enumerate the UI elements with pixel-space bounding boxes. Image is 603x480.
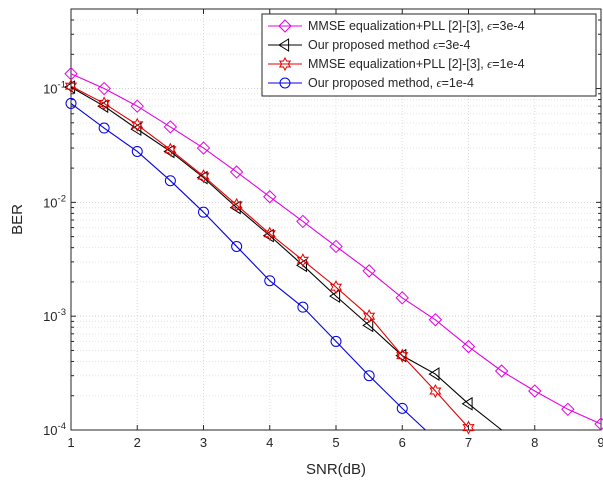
data-point bbox=[362, 309, 376, 324]
data-point bbox=[329, 280, 343, 295]
data-point bbox=[130, 122, 142, 137]
data-point bbox=[428, 313, 443, 327]
data-point bbox=[330, 335, 342, 347]
x-tick-label: 3 bbox=[200, 435, 207, 450]
y-tick-label: 10-2 bbox=[43, 193, 66, 210]
axis-ticks: 1 2 3 4 5 6 7 8 9 10-1 10-2 10-3 10-4 bbox=[43, 8, 603, 450]
series-path bbox=[70, 102, 426, 431]
data-point bbox=[329, 289, 341, 304]
y-tick-label: 10-3 bbox=[43, 307, 66, 324]
legend: MMSE equalization+PLL [2]-[3], ϵ=3e-4 Our… bbox=[261, 13, 597, 97]
data-point bbox=[494, 364, 509, 378]
legend-item: Our proposed method, ϵ=1e-4 bbox=[268, 76, 474, 90]
y-tick-label: 10-1 bbox=[43, 80, 66, 97]
data-point bbox=[196, 141, 211, 155]
data-point bbox=[329, 239, 343, 254]
data-point bbox=[594, 417, 603, 431]
series-line bbox=[65, 97, 426, 431]
data-point bbox=[278, 38, 290, 52]
data-point bbox=[98, 122, 110, 134]
x-tick-label: 2 bbox=[134, 435, 141, 450]
data-point bbox=[263, 226, 276, 241]
series-path bbox=[70, 85, 469, 428]
legend-item: MMSE equalization+PLL [2]-[3], ϵ=3e-4 bbox=[268, 19, 525, 33]
data-point bbox=[198, 206, 209, 218]
data-point bbox=[296, 253, 309, 268]
data-point bbox=[97, 81, 111, 96]
x-tick-label: 1 bbox=[67, 435, 74, 450]
data-point bbox=[264, 275, 276, 287]
data-point bbox=[462, 420, 475, 435]
series-line bbox=[64, 79, 475, 435]
data-point bbox=[395, 291, 409, 305]
y-axis-label: BER bbox=[9, 204, 26, 235]
data-point bbox=[130, 99, 144, 113]
x-tick-label: 7 bbox=[465, 435, 472, 450]
data-point bbox=[131, 117, 144, 132]
data-point bbox=[561, 402, 575, 417]
data-point bbox=[97, 96, 111, 111]
data-point bbox=[163, 120, 178, 134]
data-point bbox=[396, 402, 408, 414]
legend-label: Our proposed method ϵ=3e-4 bbox=[308, 38, 470, 52]
data-point bbox=[429, 383, 442, 399]
legend-box bbox=[261, 13, 597, 97]
data-point bbox=[528, 384, 542, 398]
data-point bbox=[230, 197, 243, 212]
legend-label: MMSE equalization+PLL [2]-[3], ϵ=1e-4 bbox=[308, 57, 525, 71]
series-group bbox=[64, 67, 603, 435]
data-point bbox=[164, 175, 176, 187]
data-point bbox=[279, 77, 291, 89]
data-point bbox=[263, 190, 277, 204]
data-point bbox=[363, 370, 375, 382]
data-point bbox=[65, 97, 77, 109]
x-tick-label: 9 bbox=[597, 435, 603, 450]
data-point bbox=[428, 367, 440, 381]
data-point bbox=[278, 19, 292, 33]
data-point bbox=[461, 339, 476, 354]
data-point bbox=[131, 145, 143, 157]
data-point bbox=[278, 56, 292, 72]
x-tick-label: 4 bbox=[266, 435, 273, 450]
data-point bbox=[164, 142, 177, 157]
x-tick-label: 6 bbox=[399, 435, 406, 450]
x-tick-label: 5 bbox=[332, 435, 339, 450]
data-point bbox=[64, 79, 78, 94]
data-point bbox=[362, 318, 374, 333]
data-point bbox=[297, 301, 309, 313]
data-point bbox=[231, 240, 243, 252]
data-point bbox=[229, 165, 244, 179]
x-tick-label: 8 bbox=[531, 435, 538, 450]
series-path bbox=[70, 86, 502, 431]
data-point bbox=[396, 348, 409, 363]
data-point bbox=[197, 169, 210, 184]
x-axis-label: SNR(dB) bbox=[306, 461, 366, 478]
series-path bbox=[70, 73, 602, 425]
legend-item: Our proposed method ϵ=3e-4 bbox=[268, 38, 470, 52]
y-tick-label: 10-4 bbox=[43, 421, 66, 438]
data-point bbox=[362, 264, 376, 278]
legend-item: MMSE equalization+PLL [2]-[3], ϵ=1e-4 bbox=[268, 56, 525, 72]
data-point bbox=[296, 214, 310, 229]
data-point bbox=[461, 396, 473, 411]
legend-label: Our proposed method, ϵ=1e-4 bbox=[308, 76, 474, 90]
data-point bbox=[295, 258, 307, 273]
legend-label: MMSE equalization+PLL [2]-[3], ϵ=3e-4 bbox=[308, 19, 525, 33]
